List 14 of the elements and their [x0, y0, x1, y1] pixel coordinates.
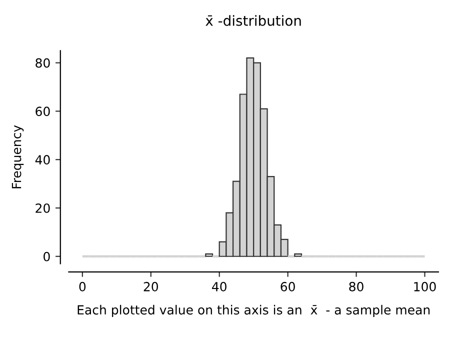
- y-tick-label: 60: [36, 106, 50, 116]
- y-tick-label: 20: [36, 203, 50, 213]
- y-tick-label: 40: [35, 155, 50, 165]
- y-tick-label: 0: [44, 252, 50, 262]
- x-tick-label: 20: [144, 282, 158, 292]
- x-tick-label: 40: [212, 282, 226, 292]
- x-tick-label: 0: [79, 282, 86, 292]
- chart-title: x̄ -distribution: [206, 15, 301, 26]
- x-tick-label: 80: [349, 282, 364, 292]
- x-tick-label: 100: [414, 282, 436, 292]
- y-tick-label: 80: [36, 58, 50, 68]
- x-axis-title: Each plotted value on this axis is an x̄ - a sample mean: [78, 304, 430, 317]
- x-tick-label: 60: [280, 282, 295, 292]
- y-axis-title: Frequency: [12, 125, 24, 188]
